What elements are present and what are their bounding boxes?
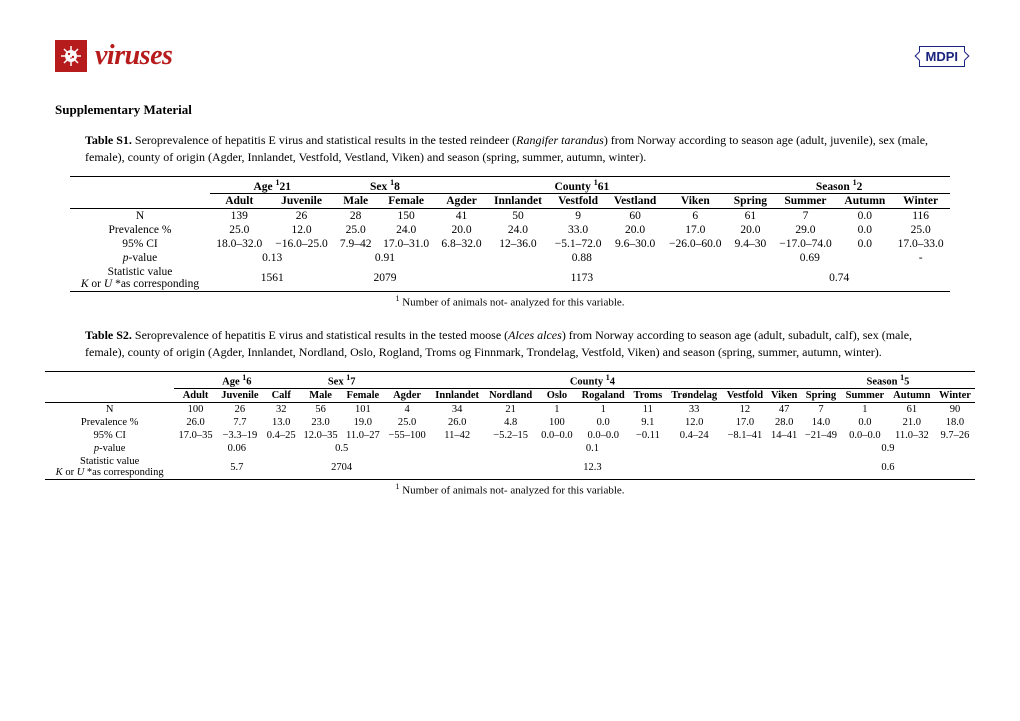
journal-logo: viruses: [55, 40, 172, 72]
table1-label: Table S1.: [85, 133, 132, 147]
journal-name: viruses: [95, 40, 172, 72]
table2-footnote: 1 Number of animals not- analyzed for th…: [55, 482, 965, 497]
table1-caption: Table S1. Seroprevalence of hepatitis E …: [85, 132, 935, 166]
table2-label: Table S2.: [85, 328, 132, 342]
table1-footnote: 1 Number of animals not- analyzed for th…: [55, 294, 965, 309]
publisher-logo: MDPI: [919, 46, 966, 67]
table2: Age 16 Sex 17 County 14 Season 15 AdultJ…: [45, 371, 975, 481]
publisher-name: MDPI: [926, 49, 959, 64]
table2-caption: Table S2. Seroprevalence of hepatitis E …: [85, 327, 935, 361]
table1: Age 121 Sex 18 County 161 Season 12 Adul…: [70, 176, 950, 293]
section-title: Supplementary Material: [55, 102, 965, 118]
page-header: viruses MDPI: [55, 40, 965, 72]
virus-icon: [55, 40, 87, 72]
